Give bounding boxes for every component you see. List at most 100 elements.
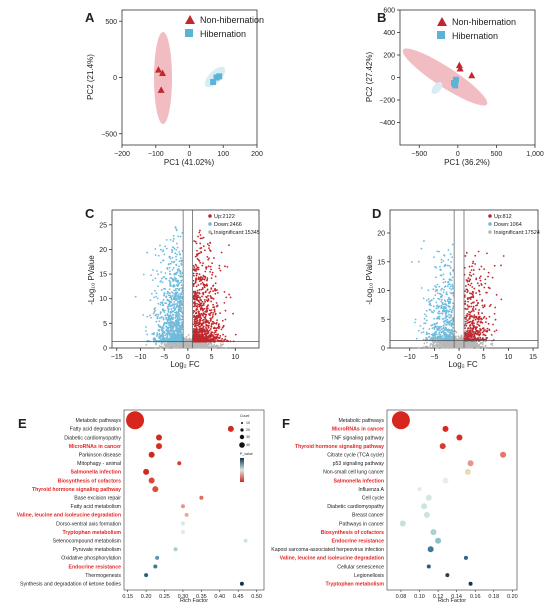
point-up <box>197 235 199 238</box>
point-up <box>192 297 195 300</box>
point-up <box>198 328 201 331</box>
point-down <box>180 291 183 294</box>
x-tick-label: 5 <box>210 354 214 361</box>
point-up <box>201 288 204 290</box>
point-up <box>200 302 203 305</box>
x-tick-label: −500 <box>411 151 427 158</box>
point-down <box>163 253 166 256</box>
point-down <box>435 305 438 307</box>
point-down <box>162 327 165 330</box>
point-down <box>174 317 177 319</box>
point-up <box>200 246 203 249</box>
point-insignificant <box>188 339 191 342</box>
point-down <box>142 273 145 276</box>
point-down <box>445 309 448 311</box>
point-down <box>169 284 172 287</box>
point-down <box>442 278 445 281</box>
point-up <box>481 299 484 301</box>
point-down <box>181 287 183 290</box>
point-down <box>180 260 183 263</box>
point-insignificant <box>202 344 204 347</box>
point-down <box>449 298 452 301</box>
point-down <box>176 253 178 256</box>
point-down <box>414 321 416 324</box>
point-up <box>205 334 208 337</box>
point-up <box>216 291 219 294</box>
point-up <box>473 287 476 290</box>
point-up <box>193 295 196 298</box>
point-up <box>228 293 231 296</box>
point-down <box>433 317 435 320</box>
point-down <box>435 322 438 325</box>
point-down <box>441 337 443 340</box>
point-down <box>162 317 165 320</box>
point-up <box>205 296 208 299</box>
y-tick-label: 15 <box>99 272 107 279</box>
point-up <box>196 249 198 252</box>
point-down <box>167 317 170 320</box>
point-up <box>211 337 213 340</box>
point-up <box>484 282 487 285</box>
point-down <box>434 265 437 268</box>
point-down <box>181 311 184 314</box>
point-up <box>195 295 198 298</box>
point-down <box>437 316 439 319</box>
point-up <box>475 278 478 281</box>
point-insignificant <box>155 343 157 346</box>
point-up <box>475 304 477 307</box>
point-down <box>156 332 159 334</box>
point-down <box>451 328 453 331</box>
point-up <box>195 305 197 307</box>
point-down <box>175 337 177 340</box>
point-up <box>472 260 475 263</box>
point-down <box>176 323 179 326</box>
y-tick-label: 0 <box>103 346 107 353</box>
point-insignificant <box>461 343 464 346</box>
point-down <box>169 281 172 284</box>
point-up <box>204 317 207 320</box>
point-down <box>425 331 428 334</box>
point-down <box>172 267 175 269</box>
point-up <box>214 331 217 334</box>
point-down <box>438 315 441 318</box>
x-tick-label: −100 <box>148 151 164 158</box>
point-down <box>440 325 443 328</box>
point-insignificant <box>482 341 485 343</box>
point-down <box>171 333 174 335</box>
point-down <box>451 243 454 246</box>
x-tick-label: 0 <box>186 354 190 361</box>
point-up <box>196 258 199 260</box>
point-down <box>443 303 446 306</box>
point-down <box>169 325 172 328</box>
point-down <box>180 338 183 341</box>
point-down <box>168 294 171 297</box>
point-down <box>437 327 440 330</box>
point-down <box>439 333 442 336</box>
point-insignificant <box>165 346 168 349</box>
point-down <box>170 277 173 279</box>
xlabel-b: PC1 (36.2%) <box>444 158 490 167</box>
point-up <box>205 283 208 286</box>
point-insignificant <box>471 345 474 348</box>
point-up <box>212 321 215 323</box>
point-insignificant <box>456 346 458 349</box>
point-up <box>208 322 211 324</box>
point-up <box>205 327 207 329</box>
point-down <box>442 291 445 294</box>
point-down <box>175 242 178 245</box>
y-tick-label: 5 <box>103 321 107 328</box>
point-down <box>446 334 449 337</box>
point-insignificant <box>217 346 220 349</box>
point-down <box>152 269 154 271</box>
y-tick-label: 20 <box>99 247 107 254</box>
point-down <box>180 307 183 309</box>
point-hibernation <box>452 76 459 83</box>
point-insignificant <box>171 344 174 347</box>
point-down <box>433 328 436 331</box>
point-up <box>193 310 196 313</box>
point-down <box>167 316 170 319</box>
point-down <box>432 288 435 291</box>
point-insignificant <box>207 346 210 348</box>
point-up <box>466 319 469 322</box>
